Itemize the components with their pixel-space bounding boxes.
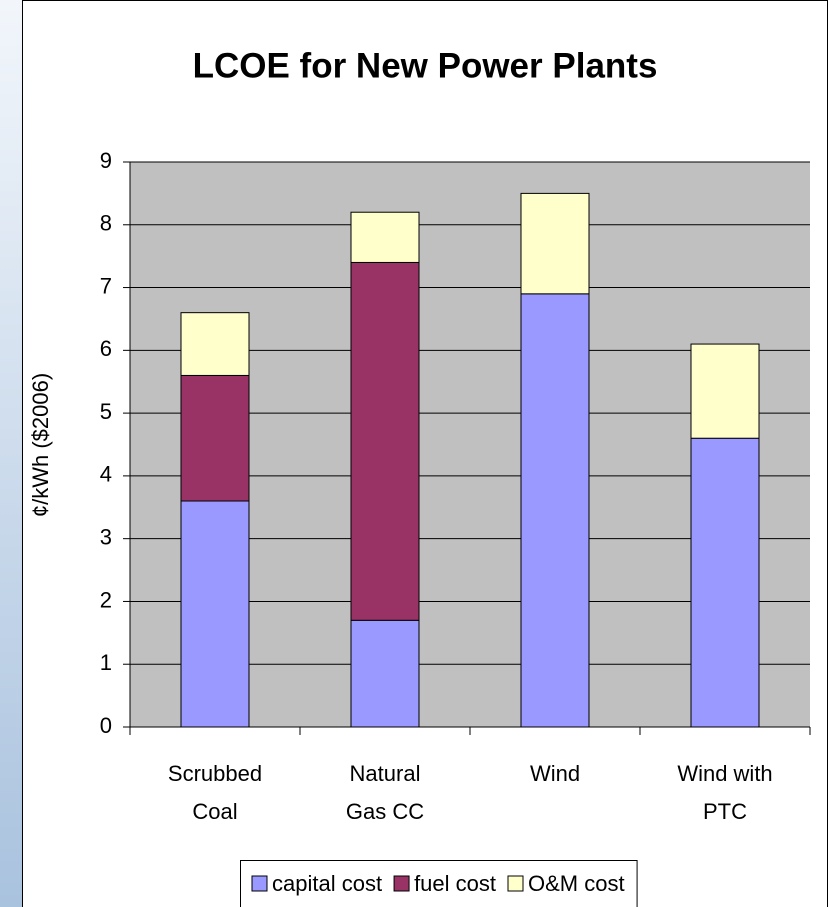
x-tick-label: Scrubbed — [168, 761, 262, 786]
y-tick-label: 7 — [100, 273, 112, 298]
legend-label: O&M cost — [528, 871, 625, 896]
y-tick-label: 2 — [100, 587, 112, 612]
bar-segment — [350, 261, 420, 621]
legend-swatch — [393, 875, 410, 892]
y-tick-label: 4 — [100, 462, 112, 487]
legend-label: capital cost — [272, 871, 382, 896]
x-tick-label: Coal — [192, 799, 237, 824]
bar-segment — [520, 293, 590, 728]
x-tick-label: Gas CC — [346, 799, 424, 824]
side-strip — [0, 0, 22, 907]
y-tick-label: 3 — [100, 524, 112, 549]
chart-title: LCOE for New Power Plants — [193, 46, 658, 85]
legend-label: fuel cost — [414, 871, 496, 896]
x-tick-label: Natural — [350, 761, 421, 786]
legend-box — [240, 860, 638, 907]
y-tick-label: 5 — [100, 399, 112, 424]
legend-swatch — [251, 875, 268, 892]
bar-segment — [350, 619, 420, 728]
bar-segment — [520, 192, 590, 295]
bar-segment — [690, 437, 760, 728]
legend-swatch — [507, 875, 524, 892]
y-tick-label: 1 — [100, 650, 112, 675]
y-tick-label: 0 — [100, 713, 112, 738]
bar-segment — [690, 343, 760, 439]
x-tick-label: PTC — [703, 799, 747, 824]
legend: capital cost fuel cost O&M cost — [240, 860, 638, 907]
y-tick-label: 6 — [100, 336, 112, 361]
bar-segment — [180, 500, 250, 728]
y-tick-label: 9 — [100, 148, 112, 173]
bar-segment — [180, 312, 250, 376]
x-tick-label: Wind — [530, 761, 580, 786]
bar-segment — [180, 374, 250, 502]
y-tick-label: 8 — [100, 211, 112, 236]
x-tick-label: Wind with — [677, 761, 772, 786]
bar-segment — [350, 211, 420, 263]
y-axis-label: ¢/kWh ($2006) — [28, 373, 53, 517]
